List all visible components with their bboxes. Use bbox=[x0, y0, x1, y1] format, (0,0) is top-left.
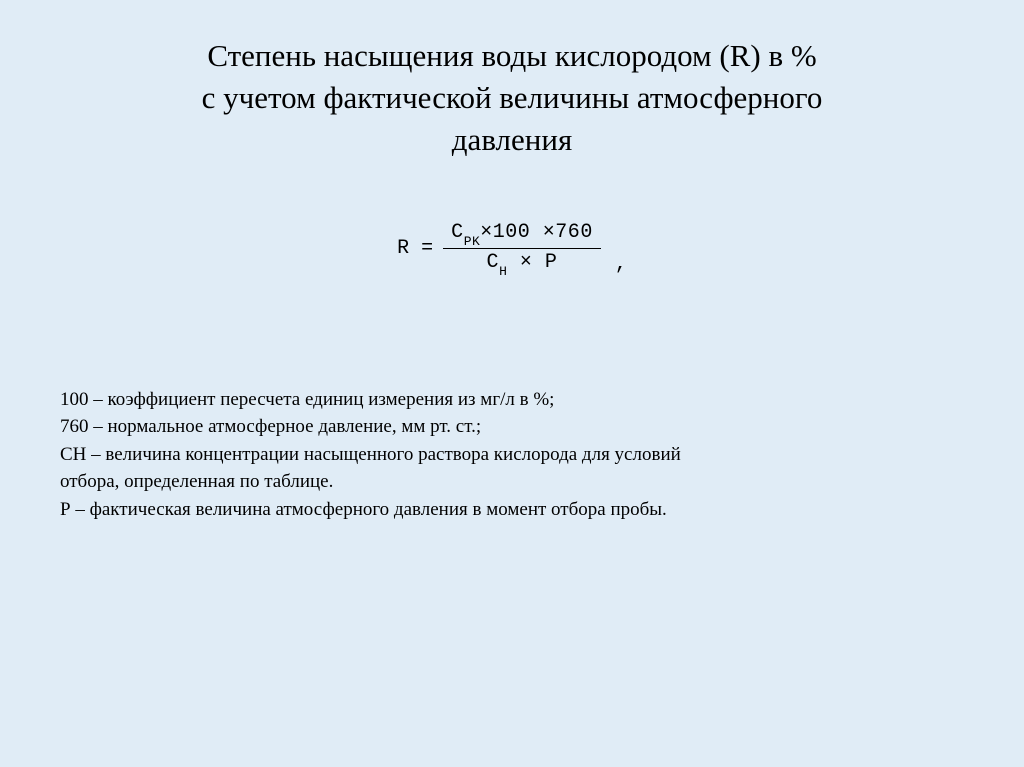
def-line-4: отбора, определенная по таблице. bbox=[60, 468, 964, 496]
def-line-3: СН – величина концентрации насыщенного р… bbox=[60, 441, 964, 469]
title-line-1: Степень насыщения воды кислородом (R) в … bbox=[207, 38, 816, 73]
title-line-2: с учетом фактической величины атмосферно… bbox=[202, 80, 823, 115]
formula-comma: , bbox=[615, 253, 627, 276]
formula-lhs: R = bbox=[397, 237, 433, 260]
def-line-2: 760 – нормальное атмосферное давление, м… bbox=[60, 413, 964, 441]
formula-block: R = CPK×100 ×760 CH × P , bbox=[60, 221, 964, 276]
formula-denominator: CH × P bbox=[479, 249, 566, 276]
formula-numerator: CPK×100 ×760 bbox=[443, 221, 601, 248]
den-p: P bbox=[545, 251, 558, 274]
definitions-block: 100 – коэффициент пересчета единиц измер… bbox=[60, 386, 964, 524]
title-line-3: давления bbox=[452, 122, 572, 157]
num-sub: PK bbox=[464, 234, 481, 249]
den-c: C bbox=[487, 251, 500, 274]
def-line-5: Р – фактическая величина атмосферного да… bbox=[60, 496, 964, 524]
den-sub: H bbox=[499, 264, 507, 279]
formula: R = CPK×100 ×760 CH × P , bbox=[397, 221, 627, 276]
den-mid: × bbox=[520, 251, 533, 274]
formula-fraction: CPK×100 ×760 CH × P bbox=[443, 221, 601, 276]
num-suffix: ×100 ×760 bbox=[480, 221, 593, 244]
slide-title: Степень насыщения воды кислородом (R) в … bbox=[60, 35, 964, 161]
def-line-1: 100 – коэффициент пересчета единиц измер… bbox=[60, 386, 964, 414]
num-c: C bbox=[451, 221, 464, 244]
